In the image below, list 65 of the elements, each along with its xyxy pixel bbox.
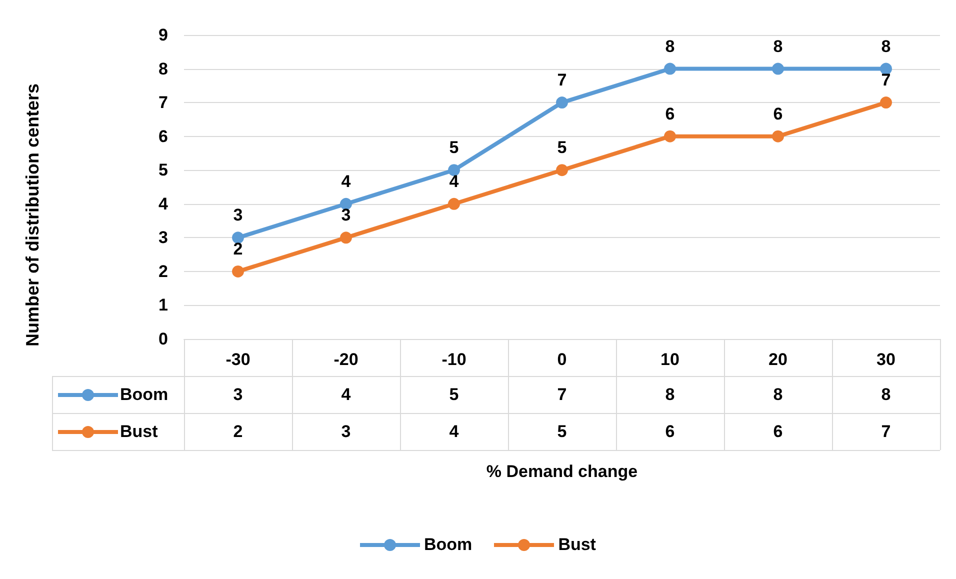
point xyxy=(772,62,784,75)
y-tick-label: 0 xyxy=(158,330,168,348)
annotation: 3 xyxy=(341,206,351,225)
point xyxy=(232,265,244,278)
point xyxy=(232,232,244,244)
y-tick-label: 3 xyxy=(158,228,168,248)
point xyxy=(880,62,892,75)
x-tick-label: 20 xyxy=(768,350,788,369)
legend-label: Boom xyxy=(120,384,168,406)
data-label: 3 xyxy=(340,420,352,442)
point xyxy=(448,164,460,176)
y-tick-label: 2 xyxy=(158,262,168,281)
point xyxy=(556,164,568,176)
y-tick-label: 9 xyxy=(158,26,168,44)
data-label: 5 xyxy=(556,420,568,442)
y-tick-label: 5 xyxy=(158,160,168,180)
y-tick-label: 6 xyxy=(158,126,168,146)
point xyxy=(556,96,568,109)
data-label: 8 xyxy=(880,384,892,406)
point xyxy=(664,130,676,142)
annotation: 7 xyxy=(557,70,567,90)
annotation: 8 xyxy=(665,36,675,56)
data-label: 3 xyxy=(232,384,244,406)
data-label: 8 xyxy=(772,384,784,406)
text: Bust xyxy=(558,535,596,554)
point xyxy=(448,198,460,210)
annotation: 8 xyxy=(773,36,783,56)
data-label: 4 xyxy=(340,384,352,406)
annotation: 2 xyxy=(233,239,243,258)
legend-label: Bust xyxy=(120,420,158,442)
point xyxy=(340,232,352,244)
annotation: 4 xyxy=(341,172,352,191)
data-label: 2 xyxy=(232,420,244,442)
x-tick-label: 0 xyxy=(557,350,567,369)
data-label: 4 xyxy=(448,420,460,442)
annotation: 6 xyxy=(665,104,675,124)
data-label: 7 xyxy=(556,384,568,406)
point xyxy=(664,62,676,75)
point xyxy=(772,130,784,142)
data-label: 6 xyxy=(772,420,784,442)
annotation: 7 xyxy=(881,70,891,90)
y-tick-label: 8 xyxy=(158,59,168,78)
x-tick-label: 30 xyxy=(876,350,896,369)
text: Number of distribution centers xyxy=(22,83,44,347)
y-tick-label: 7 xyxy=(158,93,168,112)
data-label: 5 xyxy=(448,384,460,406)
point xyxy=(880,96,892,109)
annotation: 8 xyxy=(881,36,891,56)
annotation: 5 xyxy=(557,138,567,158)
annotation: 5 xyxy=(449,138,459,158)
data-label: 6 xyxy=(664,420,676,442)
y-tick-label: 1 xyxy=(158,296,168,315)
x-tick-label: -30 xyxy=(226,350,250,369)
y-tick-label: 4 xyxy=(158,194,169,214)
x-tick-label: 10 xyxy=(660,350,680,369)
text: Boom xyxy=(424,535,472,554)
x-tick-label: -10 xyxy=(442,350,466,369)
text: % Demand change xyxy=(485,462,639,482)
point xyxy=(340,198,352,210)
annotation: 4 xyxy=(449,172,460,191)
annotation: 3 xyxy=(233,206,243,225)
data-label: 8 xyxy=(664,384,676,406)
x-tick-label: -20 xyxy=(334,350,358,369)
annotation: 6 xyxy=(773,104,783,124)
data-label: 7 xyxy=(880,420,892,442)
